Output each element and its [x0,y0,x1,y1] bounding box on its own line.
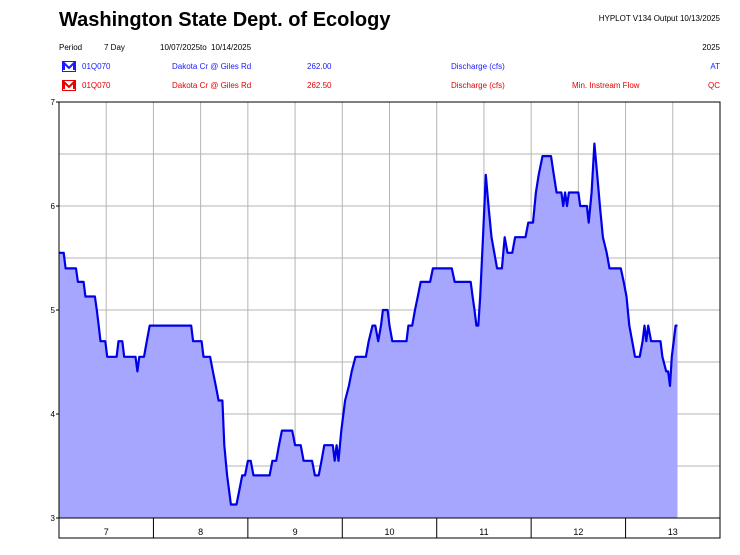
x-tick-label: 10 [384,527,394,537]
y-tick-label: 6 [51,202,56,211]
discharge-line [59,142,678,506]
series-1-flag: AT [710,62,720,71]
series-info-row-1: 01Q070 Dakota Cr @ Giles Rd 262.00 Disch… [0,61,740,74]
x-tick-label: 13 [668,527,678,537]
series-1-code: 262.00 [307,62,332,71]
series-2-site: Dakota Cr @ Giles Rd [172,81,252,90]
series-2-param: Discharge (cfs) [451,81,505,90]
x-tick-label: 8 [198,527,203,537]
y-tick-label: 4 [51,410,56,419]
period-value: 7 Day [104,43,125,52]
x-tick-label: 12 [573,527,583,537]
red-hydrograph-icon [62,80,76,91]
hyplot-output-label: HYPLOT V134 Output 10/13/2025 [598,14,720,23]
x-axis-band [58,517,721,539]
series-1-param: Discharge (cfs) [451,62,505,71]
series-1-station: 01Q070 [82,62,111,71]
series-2-code: 262.50 [307,81,332,90]
year-label: 2025 [702,43,720,52]
discharge-area [59,143,678,518]
x-tick-label: 11 [479,527,488,537]
y-tick-label: 5 [51,306,56,315]
blue-hydrograph-icon [62,61,76,72]
y-tick-label: 3 [51,514,56,523]
date-to: to [200,43,207,52]
x-tick-label: 9 [293,527,298,537]
series-2-station: 01Q070 [82,81,111,90]
date-start: 10/07/2025 [160,43,201,52]
series-info-row-2: 01Q070 Dakota Cr @ Giles Rd 262.50 Disch… [0,80,740,93]
series-1-site: Dakota Cr @ Giles Rd [172,62,252,71]
period-row: Period 7 Day 10/07/2025 to 10/14/2025 20… [0,43,740,55]
period-label: Period [59,43,83,52]
series-2-flag: QC [708,81,720,90]
x-tick-label: 7 [104,527,109,537]
date-end: 10/14/2025 [211,43,252,52]
y-tick-label: 7 [51,98,56,107]
page-title: Washington State Dept. of Ecology [59,9,391,31]
series-2-note: Min. Instream Flow [572,81,640,90]
